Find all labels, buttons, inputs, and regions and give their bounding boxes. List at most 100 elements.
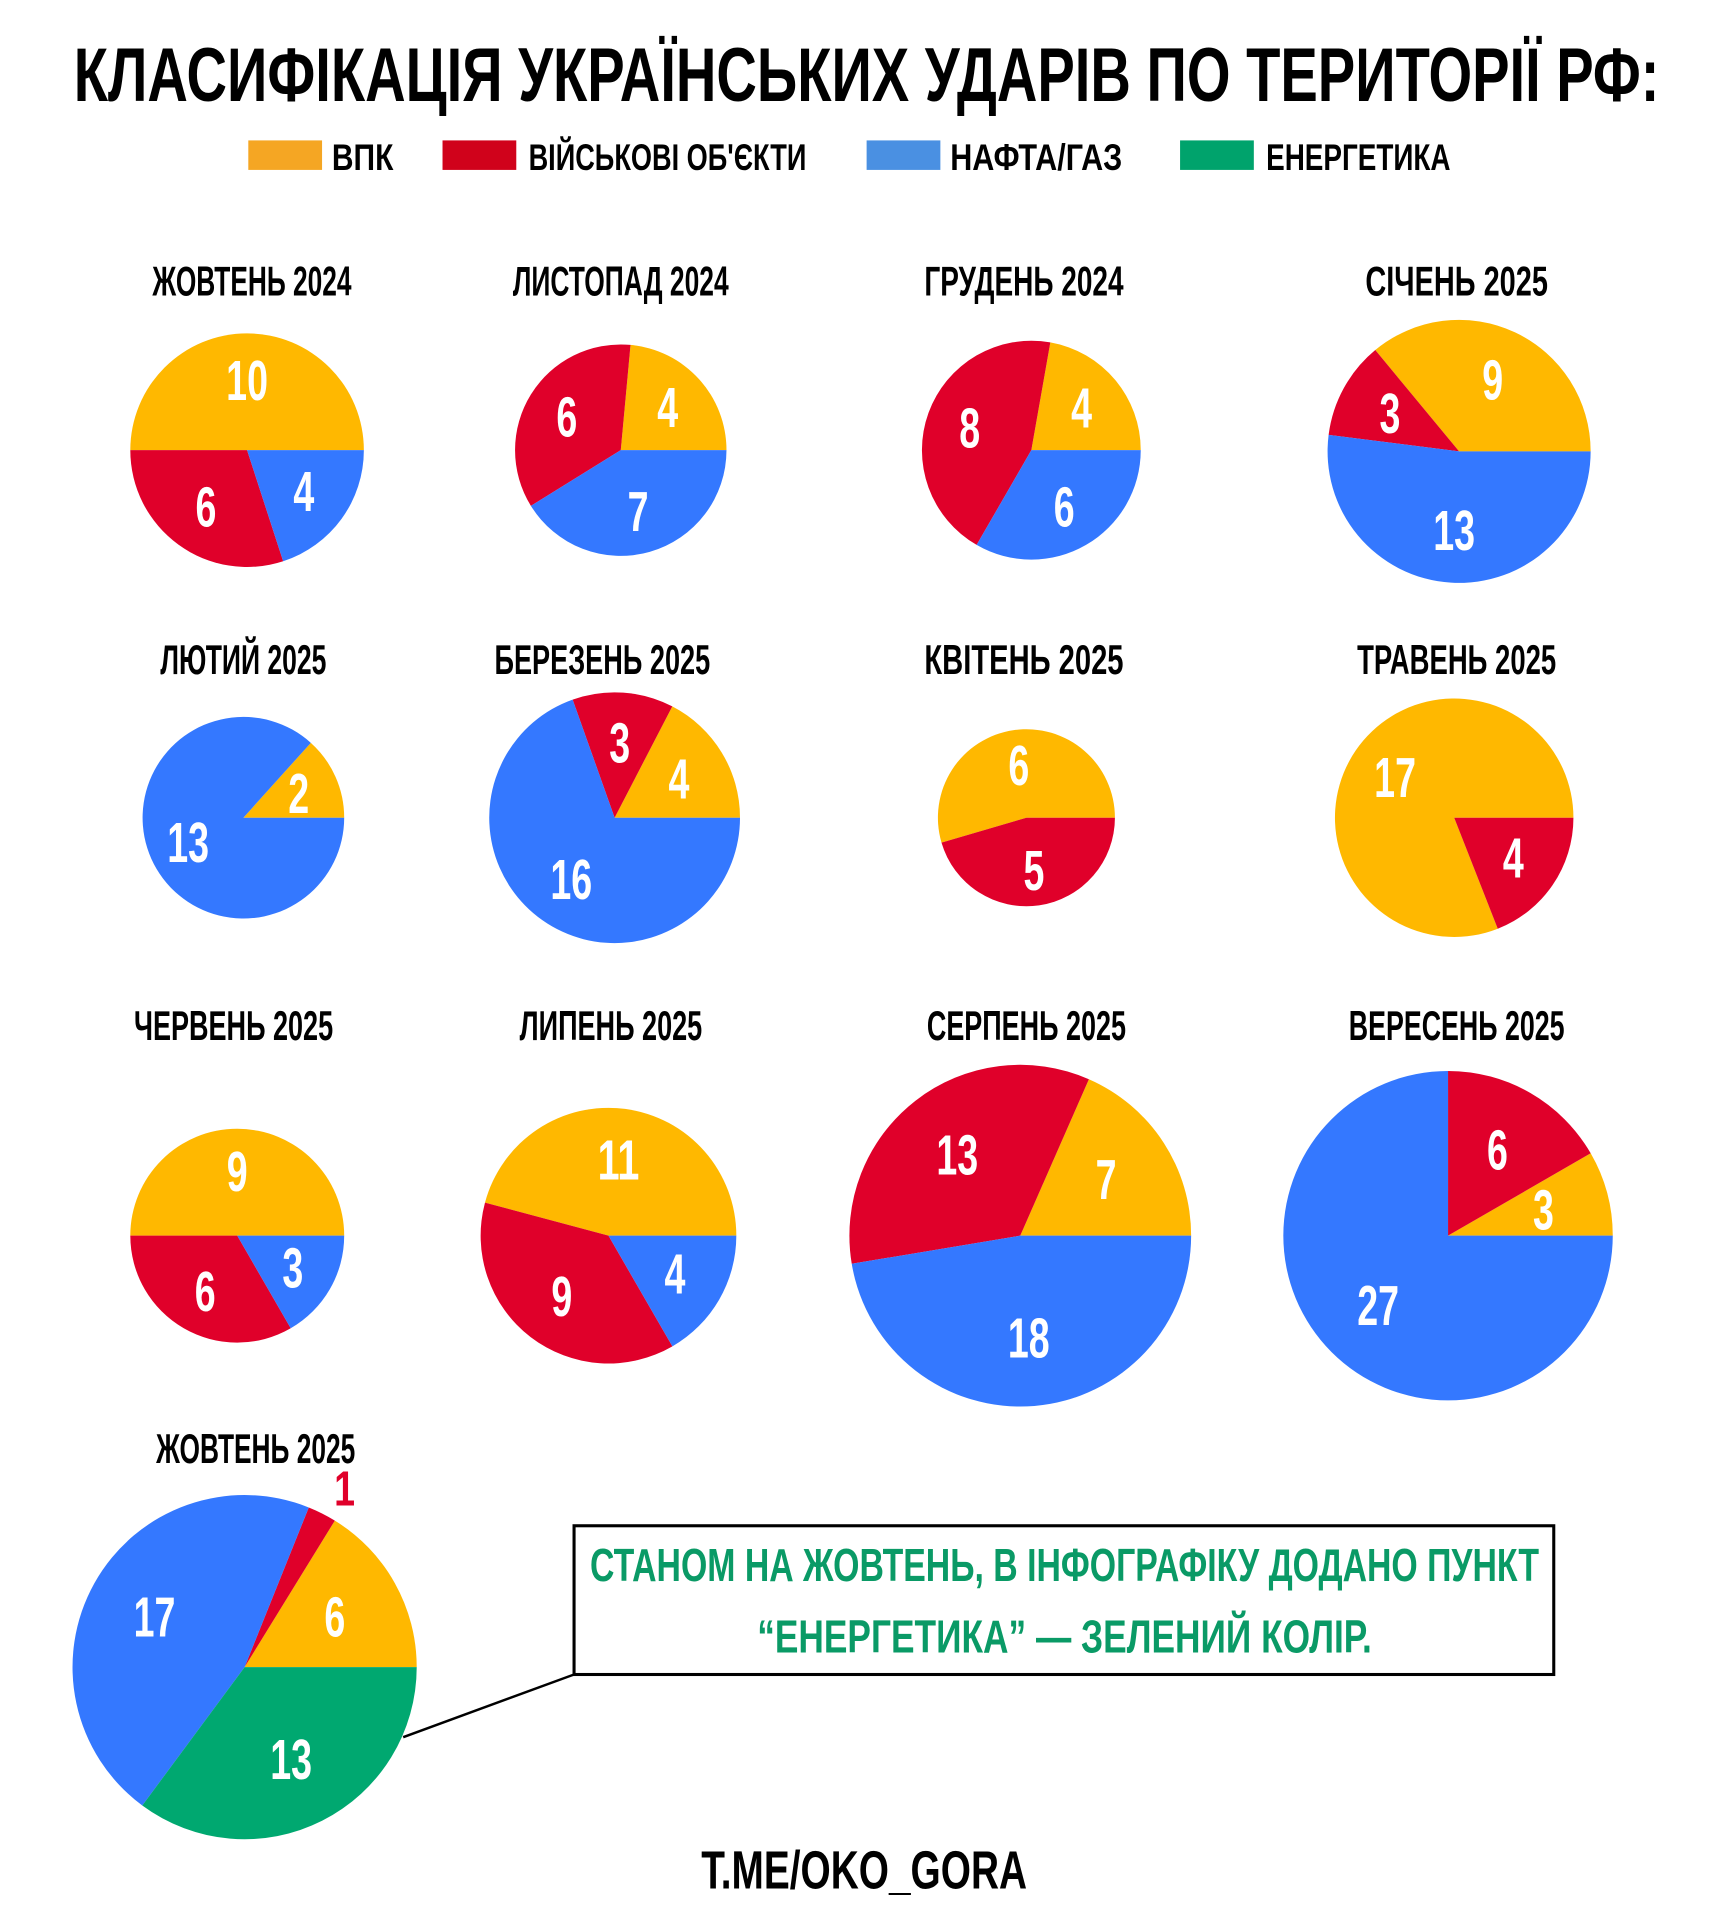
pie-charts: ЖОВТЕНЬ 2024 10 6 4 ЛИСТОПАД 2024 4 6 7 ГРУДЕНЬ … xyxy=(72,257,1613,1840)
pie-slice-vpk xyxy=(620,344,727,451)
pie-slice-vpk xyxy=(1448,1153,1613,1236)
legend: ВПК ВІЙСЬКОВІ ОБ'ЄКТИ НАФТА/ГАЗ ЕНЕРГЕТИ… xyxy=(248,136,1451,178)
pie-chart: КВІТЕНЬ 2025 6 5 xyxy=(924,636,1124,907)
data-label-vpk: 6 xyxy=(324,1585,345,1648)
pie-title: ЛЮТИЙ 2025 xyxy=(160,635,326,683)
pie-chart: СЕРПЕНЬ 2025 7 13 18 xyxy=(849,1002,1192,1407)
data-label-oil-gas: 17 xyxy=(134,1585,176,1648)
pie-slice-military xyxy=(480,1202,673,1364)
data-label-energy: 13 xyxy=(270,1728,312,1791)
pie-slice-oil-gas xyxy=(608,1235,737,1347)
data-label-military: 13 xyxy=(936,1123,978,1186)
pie-chart: СІЧЕНЬ 2025 9 3 13 xyxy=(1327,257,1591,583)
pie-slice-military xyxy=(849,1064,1089,1264)
pie-slice-vpk xyxy=(614,706,741,818)
data-label-military: 9 xyxy=(551,1265,572,1328)
legend-label-vpk: ВПК xyxy=(332,137,394,178)
pie-chart: ЛИПЕНЬ 2025 11 9 4 xyxy=(480,1002,737,1364)
pie-chart: ГРУДЕНЬ 2024 4 8 6 xyxy=(921,257,1141,560)
pie-slice-vpk xyxy=(484,1107,737,1236)
pie-slice-oil-gas xyxy=(489,699,741,944)
data-label-vpk: 7 xyxy=(1096,1148,1117,1211)
pie-slice-oil-gas xyxy=(247,450,364,562)
data-label-vpk: 11 xyxy=(598,1128,640,1191)
data-label-military: 6 xyxy=(195,1260,216,1323)
data-label-military: 3 xyxy=(609,711,630,774)
pie-title: ВЕРЕСЕНЬ 2025 xyxy=(1349,1002,1565,1049)
pie-slice-military xyxy=(1328,350,1460,452)
data-label-vpk: 4 xyxy=(668,747,689,810)
pie-title: ТРАВЕНЬ 2025 xyxy=(1357,636,1556,683)
pie-chart: ТРАВЕНЬ 2025 17 4 xyxy=(1334,636,1574,937)
pie-title: КВІТЕНЬ 2025 xyxy=(924,636,1123,683)
pie-slice-military xyxy=(130,450,284,567)
data-label-military: 6 xyxy=(195,476,216,539)
data-label-oil-gas: 18 xyxy=(1008,1306,1050,1369)
pie-slice-oil-gas xyxy=(976,450,1141,560)
data-label-military: 1 xyxy=(334,1461,355,1516)
pie-slice-vpk xyxy=(130,333,364,451)
legend-swatch-vpk xyxy=(248,140,323,170)
legend-swatch-energy xyxy=(1180,140,1254,170)
callout-line xyxy=(402,1673,575,1739)
page-title: КЛАСИФІКАЦІЯ УКРАЇНСЬКИХ УДАРІВ ПО ТЕРИТ… xyxy=(74,33,1660,118)
data-label-oil-gas: 3 xyxy=(282,1236,303,1299)
pie-slice-oil-gas xyxy=(237,1235,345,1329)
pie-slice-military xyxy=(572,692,673,818)
pie-slice-vpk xyxy=(1375,319,1591,452)
data-label-oil-gas: 13 xyxy=(167,811,209,874)
pie-title: ГРУДЕНЬ 2024 xyxy=(924,257,1124,304)
data-label-oil-gas: 16 xyxy=(550,848,592,911)
pie-slice-military xyxy=(941,817,1115,907)
data-label-vpk: 6 xyxy=(1008,734,1029,797)
data-label-vpk: 4 xyxy=(1071,377,1092,440)
data-label-oil-gas: 27 xyxy=(1357,1274,1399,1337)
pie-slice-oil-gas xyxy=(851,1235,1192,1407)
data-label-oil-gas: 4 xyxy=(664,1243,685,1306)
pie-title: СЕРПЕНЬ 2025 xyxy=(927,1002,1126,1049)
pie-slice-oil-gas xyxy=(72,1495,309,1806)
pie-title: ЛИСТОПАД 2024 xyxy=(513,257,729,304)
data-label-oil-gas: 4 xyxy=(293,460,314,523)
footer-link[interactable]: T.ME/OKO_GORA xyxy=(701,1840,1027,1900)
pie-chart: ЖОВТЕНЬ 2025 6 1 17 13 xyxy=(72,1425,417,1840)
note-line-1: СТАНОМ НА ЖОВТЕНЬ, В ІНФОГРАФІКУ ДОДАНО … xyxy=(590,1539,1539,1591)
pie-title: ЧЕРВЕНЬ 2025 xyxy=(134,1002,333,1049)
pie-slice-vpk xyxy=(1020,1079,1192,1236)
data-label-vpk: 4 xyxy=(657,376,678,439)
pie-title: ЛИПЕНЬ 2025 xyxy=(520,1002,703,1049)
pie-slice-vpk xyxy=(937,729,1115,843)
data-label-military: 3 xyxy=(1380,382,1401,445)
pie-slice-oil-gas xyxy=(1283,1070,1613,1401)
data-label-oil-gas: 6 xyxy=(1054,476,1075,539)
data-label-vpk: 3 xyxy=(1533,1179,1554,1242)
pie-chart: ЛИСТОПАД 2024 4 67 xyxy=(513,257,729,556)
pie-slice-vpk xyxy=(1031,342,1141,451)
pie-slice-vpk xyxy=(243,742,345,818)
data-label-military: 6 xyxy=(1487,1119,1508,1182)
pie-title: СІЧЕНЬ 2025 xyxy=(1365,257,1548,304)
pie-slice-oil-gas xyxy=(530,450,727,556)
pie-slice-military xyxy=(244,1507,335,1668)
pie-chart: ВЕРЕСЕНЬ 2025 36 27 xyxy=(1283,1002,1613,1401)
pie-chart: ЛЮТИЙ 2025 2 13 xyxy=(142,635,345,919)
pie-title: ЖОВТЕНЬ 2025 xyxy=(155,1425,355,1472)
pie-title: ЖОВТЕНЬ 2024 xyxy=(152,257,352,304)
data-label-vpk: 9 xyxy=(1482,349,1503,412)
data-label-vpk: 10 xyxy=(226,349,268,412)
pie-chart: ЧЕРВЕНЬ 2025 96 3 xyxy=(130,1002,345,1343)
data-label-military: 8 xyxy=(959,396,980,459)
data-label-vpk: 17 xyxy=(1374,746,1416,809)
pie-chart: ЖОВТЕНЬ 2024 10 6 4 xyxy=(130,257,364,567)
data-label-vpk: 2 xyxy=(288,762,309,825)
pie-chart: БЕРЕЗЕНЬ 2025 43 16 xyxy=(489,636,741,944)
pie-slice-military xyxy=(130,1235,291,1343)
pie-title: БЕРЕЗЕНЬ 2025 xyxy=(494,636,710,683)
legend-swatch-military xyxy=(442,140,517,170)
pie-slice-military xyxy=(1448,1070,1591,1236)
legend-label-military: ВІЙСЬКОВІ ОБ'ЄКТИ xyxy=(529,136,807,178)
pie-slice-military xyxy=(515,344,631,506)
legend-swatch-oil-gas xyxy=(866,140,941,170)
pie-slice-military xyxy=(1454,817,1574,929)
